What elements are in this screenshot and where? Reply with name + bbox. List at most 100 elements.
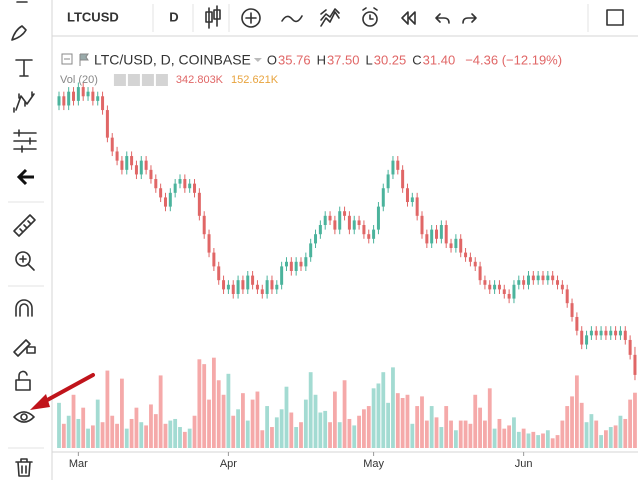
candle-body xyxy=(526,275,530,285)
back-tool[interactable] xyxy=(16,168,34,186)
candle-body xyxy=(415,197,419,216)
x-tick-label: Mar xyxy=(69,458,88,470)
volume-bar xyxy=(424,420,429,448)
candle-body xyxy=(367,234,371,239)
volume-bar xyxy=(453,430,458,448)
volume-bar xyxy=(270,427,274,448)
fullscreen-icon[interactable] xyxy=(606,9,624,26)
volume-bar xyxy=(255,391,260,448)
visibility-tool[interactable] xyxy=(13,411,35,423)
candle-body xyxy=(154,179,158,189)
candle-body xyxy=(275,284,279,290)
candle-body xyxy=(309,243,313,258)
candle-body xyxy=(357,220,361,226)
legend-l-label: L xyxy=(366,52,373,67)
lock-drawing-tool[interactable] xyxy=(13,339,36,357)
volume-bar xyxy=(207,399,211,448)
fib-tool[interactable] xyxy=(13,129,37,153)
volume-bar xyxy=(604,430,608,448)
candle-body xyxy=(347,215,351,230)
candle-body xyxy=(304,257,308,267)
red-arrow-head xyxy=(30,394,50,410)
volume-bar xyxy=(391,367,395,448)
replay-icon[interactable] xyxy=(401,11,416,25)
volume-bar xyxy=(308,372,313,448)
flag-icon[interactable] xyxy=(79,53,89,66)
study-button[interactable] xyxy=(155,74,168,86)
zoom-tool[interactable] xyxy=(15,251,35,271)
volume-bar xyxy=(182,431,187,448)
candle-body xyxy=(255,284,259,290)
volume-bar xyxy=(574,375,579,448)
text-tool[interactable] xyxy=(15,59,33,77)
volume-name: Vol (20) xyxy=(60,74,98,86)
candle-body xyxy=(343,211,347,216)
pen-tool[interactable] xyxy=(11,25,27,41)
volume-bar xyxy=(284,386,289,448)
study-button[interactable] xyxy=(113,74,126,86)
candle-body xyxy=(299,261,303,267)
volume-bar xyxy=(434,417,439,448)
alert-icon[interactable] xyxy=(362,7,378,27)
volume-bar xyxy=(221,394,226,448)
volume-bar xyxy=(599,435,603,448)
volume-bar xyxy=(250,399,255,448)
candle-body xyxy=(565,289,569,304)
volume-bar xyxy=(337,422,342,448)
candle-body xyxy=(396,160,400,170)
study-button[interactable] xyxy=(141,74,154,86)
candle-body xyxy=(134,165,138,175)
candle-body xyxy=(246,275,250,290)
indicators-icon[interactable] xyxy=(241,8,261,28)
left-toolbar xyxy=(8,0,95,480)
volume-bar xyxy=(565,406,570,448)
candle-body xyxy=(473,261,477,267)
candle-body xyxy=(328,215,332,221)
candle-body xyxy=(265,280,269,294)
candle-body xyxy=(546,275,550,281)
candle-body xyxy=(599,330,603,336)
magnet-tool[interactable] xyxy=(15,299,33,317)
trash-tool[interactable] xyxy=(15,458,33,477)
volume-bar xyxy=(57,402,61,448)
volume-bar xyxy=(526,433,531,448)
candle-body xyxy=(575,316,579,331)
candle-body xyxy=(531,275,535,281)
candle-body xyxy=(478,266,482,281)
collapse-box[interactable] xyxy=(61,53,73,65)
volume-bar xyxy=(497,418,502,448)
volume-bar xyxy=(211,357,216,448)
volume-bar xyxy=(492,428,497,448)
candle-body xyxy=(352,220,356,230)
undo-icon[interactable] xyxy=(435,13,450,24)
interval-button[interactable]: D xyxy=(169,9,178,24)
candles-icon[interactable] xyxy=(205,5,221,29)
volume-bar xyxy=(502,428,507,448)
volume-bar xyxy=(100,422,105,448)
candle-body xyxy=(386,174,390,189)
symbol-button[interactable]: LTCUSD xyxy=(67,9,119,24)
volume-bar xyxy=(555,435,560,448)
ruler-tool[interactable] xyxy=(13,214,36,237)
compare-icon[interactable] xyxy=(281,15,303,23)
volume-bar xyxy=(66,415,71,448)
volume-bar xyxy=(115,423,119,448)
pattern-tool[interactable] xyxy=(13,91,35,113)
candle-body xyxy=(168,192,172,207)
candle-body xyxy=(551,275,555,281)
volume-bar xyxy=(405,394,410,448)
red-arrow xyxy=(38,373,95,406)
study-button[interactable] xyxy=(127,74,140,86)
symbol-caret xyxy=(253,58,262,62)
candle-body xyxy=(459,238,463,253)
redo-icon[interactable] xyxy=(462,13,477,24)
templates-icon[interactable] xyxy=(320,8,340,27)
candle-body xyxy=(207,234,211,253)
lock-tool[interactable] xyxy=(15,370,31,391)
volume-value: 342.803K xyxy=(176,74,224,86)
volume-bar xyxy=(594,420,599,448)
volume-bar xyxy=(139,422,144,448)
candle-body xyxy=(217,266,221,281)
volume-bar xyxy=(410,423,415,448)
candle-body xyxy=(318,225,322,235)
